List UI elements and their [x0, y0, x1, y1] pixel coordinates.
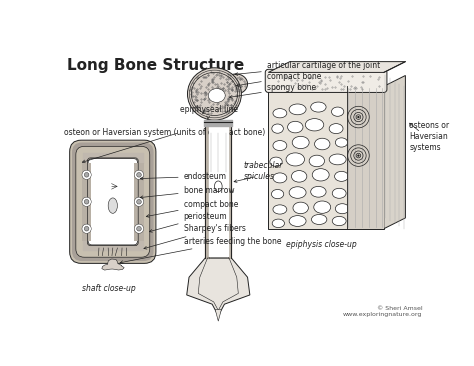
Circle shape: [84, 199, 89, 204]
Ellipse shape: [288, 121, 303, 133]
Circle shape: [82, 224, 91, 234]
Bar: [268, 86, 384, 229]
Text: osteon or Haversian system (units of compact bone): osteon or Haversian system (units of com…: [64, 128, 265, 137]
Ellipse shape: [335, 171, 348, 182]
Circle shape: [82, 170, 91, 179]
Ellipse shape: [286, 153, 304, 166]
Text: spongy bone: spongy bone: [229, 83, 316, 98]
Text: Long Bone Structure: Long Bone Structure: [66, 58, 244, 73]
Text: trabecular
spicules: trabecular spicules: [244, 161, 283, 181]
Ellipse shape: [272, 124, 283, 133]
Circle shape: [84, 172, 89, 177]
Text: shaft close-up: shaft close-up: [82, 284, 136, 293]
Ellipse shape: [289, 187, 306, 198]
Text: arteries feeding the bone: arteries feeding the bone: [120, 236, 281, 264]
Ellipse shape: [273, 173, 287, 183]
Ellipse shape: [272, 190, 284, 199]
Text: compact bone: compact bone: [237, 72, 321, 87]
Ellipse shape: [332, 188, 346, 198]
Text: epiphysis close-up: epiphysis close-up: [286, 240, 356, 249]
Text: © Sheri Amsel
www.exploringnature.org: © Sheri Amsel www.exploringnature.org: [343, 306, 422, 317]
Text: osteons or
Haversian
systems: osteons or Haversian systems: [409, 121, 449, 152]
Ellipse shape: [329, 124, 343, 134]
Text: compact bone: compact bone: [146, 199, 238, 217]
Bar: [82, 163, 91, 241]
Text: articular cartilage of the joint: articular cartilage of the joint: [235, 61, 380, 75]
Text: epiphyseal line: epiphyseal line: [180, 105, 238, 119]
Ellipse shape: [292, 171, 307, 182]
Circle shape: [134, 224, 144, 234]
Circle shape: [137, 227, 141, 231]
Ellipse shape: [188, 68, 241, 120]
Polygon shape: [102, 259, 124, 270]
Polygon shape: [215, 310, 221, 321]
Ellipse shape: [314, 201, 331, 213]
Bar: [347, 86, 384, 229]
Ellipse shape: [331, 107, 344, 116]
Ellipse shape: [225, 74, 247, 94]
Ellipse shape: [272, 219, 284, 228]
FancyBboxPatch shape: [88, 158, 137, 245]
Text: bone marrow: bone marrow: [140, 186, 234, 199]
FancyBboxPatch shape: [76, 146, 150, 257]
Ellipse shape: [273, 109, 287, 118]
Ellipse shape: [311, 214, 327, 224]
Circle shape: [84, 227, 89, 231]
Polygon shape: [187, 258, 250, 316]
Ellipse shape: [289, 104, 306, 115]
Circle shape: [137, 199, 141, 204]
Ellipse shape: [108, 198, 118, 213]
Circle shape: [357, 154, 360, 157]
Ellipse shape: [270, 157, 282, 167]
FancyBboxPatch shape: [72, 142, 154, 261]
Ellipse shape: [214, 181, 222, 192]
Ellipse shape: [309, 155, 325, 167]
Ellipse shape: [312, 169, 329, 181]
Circle shape: [357, 116, 360, 118]
Ellipse shape: [332, 216, 346, 226]
Polygon shape: [268, 61, 405, 72]
Bar: [134, 163, 144, 241]
Ellipse shape: [305, 119, 324, 131]
Ellipse shape: [310, 186, 326, 197]
Text: periosteum: periosteum: [149, 212, 227, 232]
Ellipse shape: [208, 89, 225, 102]
Ellipse shape: [293, 202, 309, 214]
Circle shape: [134, 197, 144, 206]
Ellipse shape: [292, 136, 309, 149]
Circle shape: [137, 172, 141, 177]
Ellipse shape: [335, 138, 347, 147]
FancyBboxPatch shape: [265, 69, 387, 93]
Ellipse shape: [335, 204, 349, 214]
Circle shape: [134, 170, 144, 179]
Ellipse shape: [273, 205, 287, 214]
Ellipse shape: [273, 141, 287, 150]
Circle shape: [82, 197, 91, 206]
Text: Sharpey's fibers: Sharpey's fibers: [144, 224, 246, 249]
Ellipse shape: [329, 154, 346, 165]
Ellipse shape: [310, 102, 326, 112]
Polygon shape: [384, 75, 405, 229]
Text: endosteum: endosteum: [140, 172, 227, 181]
FancyBboxPatch shape: [70, 140, 156, 264]
Ellipse shape: [289, 216, 306, 227]
Ellipse shape: [315, 138, 330, 150]
